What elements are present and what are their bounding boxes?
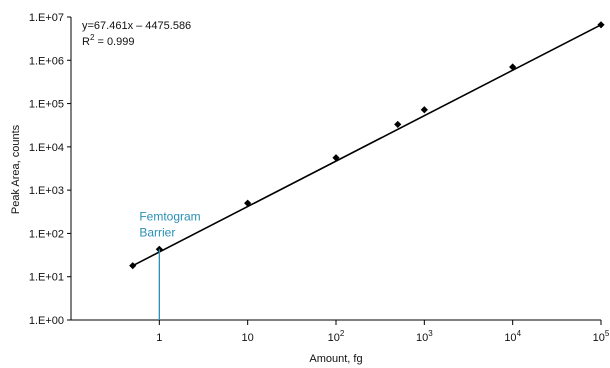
y-tick-label: 1.E+00 — [29, 315, 64, 327]
x-ticks: 1 10 102 103 104 105 — [156, 320, 610, 344]
r-squared-text: R2 = 0.999 — [82, 33, 134, 48]
r-squared-exponent: 2 — [90, 33, 95, 42]
x-tick-label-base: 10 — [328, 332, 340, 344]
x-tick-label-base: 10 — [504, 332, 516, 344]
data-point — [244, 199, 252, 207]
x-tick-label: 105 — [593, 329, 610, 344]
x-tick-label: 10 — [242, 332, 254, 344]
y-tick-label: 1.E+03 — [29, 185, 64, 197]
data-point — [332, 154, 340, 162]
r-squared-value: = 0.999 — [94, 36, 134, 48]
y-tick-label: 1.E+04 — [29, 142, 64, 154]
data-point — [509, 63, 517, 71]
equation-text: y=67.461x – 4475.586 — [82, 20, 191, 32]
x-tick-label-base: 10 — [416, 332, 428, 344]
annotation-layer: Femtogram Barrier — [139, 209, 201, 320]
y-tick-label: 1.E+02 — [29, 228, 64, 240]
y-tick-label: 1.E+01 — [29, 272, 64, 284]
y-tick-label: 1.E+05 — [29, 99, 64, 111]
x-axis-title: Amount, fg — [309, 353, 362, 365]
x-tick-label-base: 1 — [156, 332, 162, 344]
y-ticks: 1.E+00 1.E+01 1.E+02 1.E+03 1.E+04 1.E+05 1.E+… — [29, 12, 71, 327]
data-point — [597, 21, 605, 29]
x-tick-label-exponent: 2 — [340, 329, 345, 338]
x-tick-label-exponent: 5 — [605, 329, 610, 338]
x-tick-label: 104 — [504, 329, 521, 344]
data-point — [129, 262, 137, 270]
y-axis-title: Peak Area, counts — [10, 124, 22, 214]
x-tick-label-exponent: 3 — [428, 329, 433, 338]
x-tick-label: 102 — [328, 329, 345, 344]
r-squared-base: R — [82, 36, 90, 48]
annotation-line1: Femtogram — [139, 209, 200, 223]
annotation-line2: Barrier — [139, 225, 175, 239]
x-tick-label: 1 — [156, 332, 162, 344]
x-tick-label-base: 10 — [242, 332, 254, 344]
series-layer — [129, 21, 605, 270]
x-tick-label-base: 10 — [593, 332, 605, 344]
x-tick-label-exponent: 4 — [517, 329, 522, 338]
fit-line — [132, 24, 602, 267]
y-tick-label: 1.E+07 — [29, 12, 64, 24]
data-point — [394, 120, 402, 129]
x-tick-label: 103 — [416, 329, 433, 344]
data-point — [420, 106, 428, 114]
y-tick-label: 1.E+06 — [29, 55, 64, 67]
